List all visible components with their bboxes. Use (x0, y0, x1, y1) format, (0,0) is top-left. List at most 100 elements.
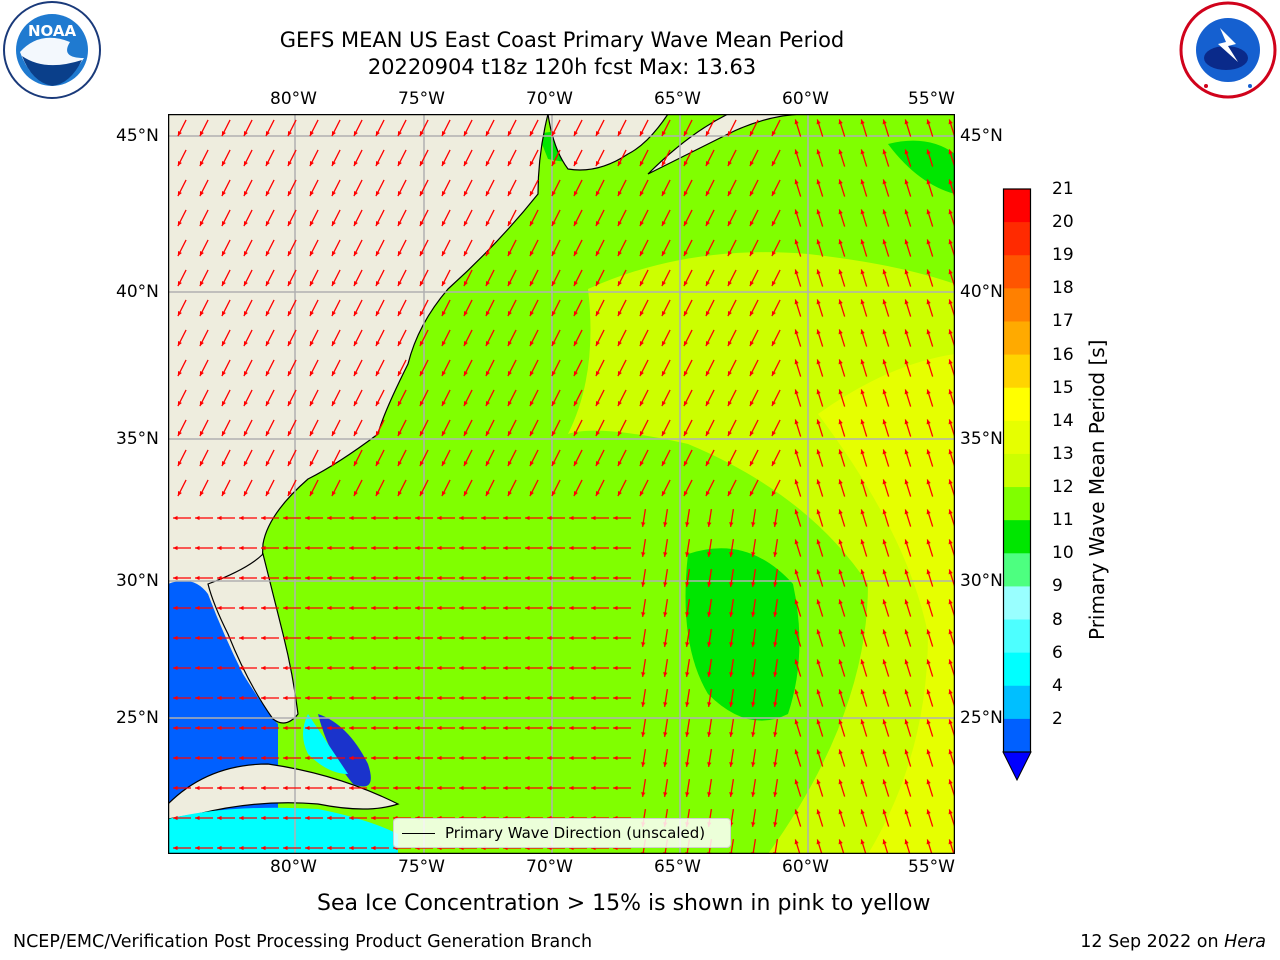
wave-arrow-head (685, 672, 690, 677)
wave-arrow-head (749, 281, 754, 287)
wave-arrow-head (904, 809, 909, 815)
wave-arrow-head (415, 575, 420, 581)
wave-arrow-head (243, 371, 248, 377)
wave-arrow-head (239, 635, 244, 641)
wave-arrow-head (397, 491, 402, 497)
wave-arrow-head (507, 221, 512, 227)
wave-arrow-head (773, 552, 778, 557)
wave-arrow-head (882, 119, 887, 125)
wave-arrow-head (639, 131, 644, 137)
wave-arrow-head (838, 599, 843, 605)
wave-arrow-head (595, 131, 600, 137)
wave-arrow-head (705, 281, 710, 287)
wave-arrow-head (860, 149, 865, 155)
wave-arrow-head (948, 119, 953, 125)
colorbar-band (1003, 354, 1031, 389)
wave-arrow-head (547, 575, 552, 581)
wave-arrow-head (393, 665, 398, 671)
colorbar-extend-triangle (1002, 751, 1032, 782)
wave-arrow-head (751, 762, 756, 767)
wave-arrow-head (463, 461, 468, 467)
wave-arrow-head (773, 672, 778, 677)
wave-arrow-head (838, 719, 843, 725)
wave-arrow-head (261, 815, 266, 821)
wave-arrow-head (529, 251, 534, 257)
wave-arrow-head (663, 642, 668, 647)
wave-arrow-head (948, 509, 953, 515)
wave-arrow-head (882, 659, 887, 665)
wave-arrow-head (617, 131, 622, 137)
wave-arrow-head (305, 845, 310, 851)
wave-arrow-head (419, 161, 424, 167)
wave-arrow-head (794, 299, 799, 305)
wave-arrow-head (217, 665, 222, 671)
wave-arrow-head (751, 672, 756, 677)
lat-label-left: 25°N (116, 708, 159, 728)
wave-arrow-head (926, 419, 931, 425)
wave-arrow-head (926, 299, 931, 305)
wave-arrow-head (838, 749, 843, 755)
wave-arrow-head (419, 491, 424, 497)
colorbar-band (1003, 718, 1031, 753)
wave-arrow-head (525, 725, 530, 731)
wave-arrow-head (948, 449, 953, 455)
wave-arrow-head (371, 845, 376, 851)
wave-arrow-head (591, 635, 596, 641)
wave-arrow-head (243, 341, 248, 347)
wave-arrow-head (860, 689, 865, 695)
wave-arrow-head (661, 131, 666, 137)
lon-label-bottom: 75°W (398, 857, 445, 877)
wave-arrow-head (239, 545, 244, 551)
colorbar-tick-label: 2 (1052, 708, 1063, 729)
wave-arrow-head (221, 431, 226, 437)
wave-arrow-head (481, 755, 486, 761)
wave-arrow-head (794, 839, 799, 845)
wave-arrow-head (221, 341, 226, 347)
wave-arrow-head (283, 665, 288, 671)
wave-arrow-head (926, 479, 931, 485)
graticule (168, 114, 955, 854)
wave-arrow-head (591, 665, 596, 671)
wave-arrow-head (547, 695, 552, 701)
wave-arrow-head (243, 131, 248, 137)
wave-arrow-head (591, 575, 596, 581)
wave-arrow-head (419, 461, 424, 467)
wave-arrow-head (617, 191, 622, 197)
wave-arrow-head (327, 575, 332, 581)
wave-arrow-head (595, 311, 600, 317)
wave-arrow-head (685, 552, 690, 557)
wave-arrow-head (816, 119, 821, 125)
wave-arrow-head (217, 605, 222, 611)
wave-arrow-head (375, 461, 380, 467)
wave-arrow-head (882, 269, 887, 275)
wave-arrow-head (838, 509, 843, 515)
wave-arrow-head (904, 689, 909, 695)
wave-arrow-head (773, 522, 778, 527)
wave-arrow-head (794, 539, 799, 545)
wave-arrow-head (882, 209, 887, 215)
wave-arrow-head (529, 341, 534, 347)
wave-arrow-head (437, 665, 442, 671)
wave-arrow-head (371, 665, 376, 671)
wave-arrow-head (437, 635, 442, 641)
wave-arrow-head (904, 449, 909, 455)
lon-label-top: 65°W (654, 89, 701, 109)
wave-arrow-head (265, 431, 270, 437)
colorbar-band (1003, 255, 1031, 289)
wave-arrow-head (948, 659, 953, 665)
wave-arrow-head (904, 599, 909, 605)
colorbar-tick-label: 19 (1052, 245, 1074, 266)
wave-arrow-head (773, 582, 778, 587)
wave-arrow-head (441, 341, 446, 347)
wave-arrow-head (529, 371, 534, 377)
wave-arrow-head (265, 131, 270, 137)
wave-arrow-head (529, 491, 534, 497)
wave-arrow-head (838, 419, 843, 425)
wave-arrow-head (177, 191, 182, 197)
wave-arrow-head (661, 431, 666, 437)
wave-arrow-head (221, 461, 226, 467)
wave-arrow-head (794, 719, 799, 725)
wave-arrow-head (239, 785, 244, 791)
wave-arrow-head (309, 341, 314, 347)
wave-arrow-head (882, 359, 887, 365)
